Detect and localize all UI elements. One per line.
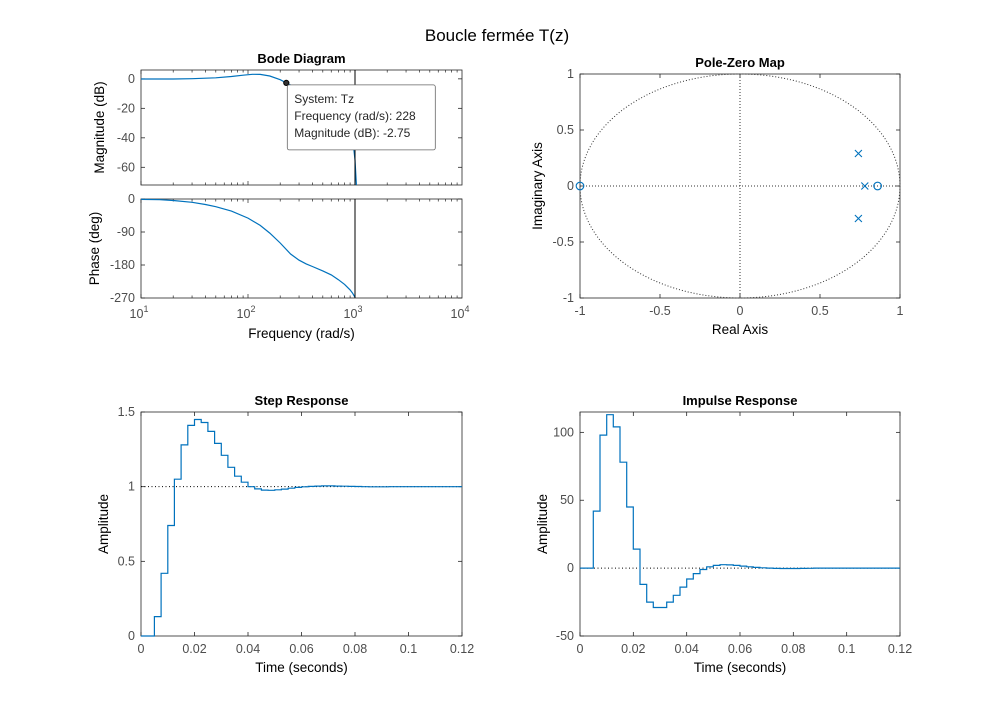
axes-title: Bode Diagram	[257, 51, 345, 66]
x-tick-label: 0.5	[811, 304, 828, 318]
x-tick-label: 0.1	[838, 642, 855, 656]
x-tick-exponent: 1	[143, 304, 148, 314]
x-axis-label: Time (seconds)	[694, 660, 787, 675]
x-tick-exponent: 2	[250, 304, 255, 314]
zero-marker	[575, 181, 585, 191]
y-axis-label: Magnitude (dB)	[92, 81, 107, 173]
x-axis-label: Real Axis	[712, 322, 769, 337]
y-tick-label: -20	[117, 101, 135, 115]
axes-box	[140, 411, 463, 637]
y-axis-label: Amplitude	[96, 494, 111, 554]
axes-title: Impulse Response	[683, 393, 798, 408]
y-tick-label: 50	[560, 493, 574, 507]
x-tick-label: -1	[574, 304, 585, 318]
datatip-line: System: Tz	[294, 92, 354, 106]
datatip-box	[286, 84, 436, 151]
bode-magnitude-axes: 0 -20 -40 -60 Bode Diagram Magnitude (dB) Syst…	[92, 51, 463, 186]
x-tick-exponent: 3	[357, 304, 362, 314]
y-tick-label: -0.5	[552, 235, 574, 249]
y-tick-label: 1	[567, 67, 574, 81]
y-tick-label: 0.5	[118, 554, 135, 568]
phase-series-line	[140, 198, 356, 298]
x-tick-label: 0.1	[400, 642, 417, 656]
y-tick-label: -1	[563, 291, 574, 305]
unit-circle	[579, 73, 901, 299]
pole-zero-axes: 1 0.5 0 -0.5 -1-1 -0.5 0 0.5 1 Pole-Zero Map Real …	[530, 55, 904, 337]
x-tick-label: 0	[577, 642, 584, 656]
y-axis-label: Amplitude	[535, 494, 550, 554]
axes-title: Pole-Zero Map	[695, 55, 785, 70]
stairs-series-line	[580, 414, 900, 609]
datatip-line: Frequency (rad/s): 228	[294, 109, 416, 123]
y-tick-label: 1.5	[118, 405, 135, 419]
y-tick-label: -40	[117, 131, 135, 145]
zero-marker	[873, 181, 882, 191]
x-tick-label: 0.06	[289, 642, 313, 656]
axes-title: Step Response	[255, 393, 349, 408]
pole-marker	[854, 214, 863, 223]
figure-title: Boucle fermée T(z)	[425, 26, 569, 45]
x-tick-label: 0.04	[674, 642, 698, 656]
x-axis-label: Frequency (rad/s)	[248, 326, 355, 341]
x-tick-label: 0	[737, 304, 744, 318]
x-tick-label: 0	[138, 642, 145, 656]
datatip-line: Magnitude (dB): -2.75	[294, 126, 410, 140]
x-tick-label: 101	[130, 304, 149, 321]
y-tick-label: -90	[117, 225, 135, 239]
step-response-axes: 0 0.5 1 1.5 0 0.02 0.04 0.06 0.08 0.1 0.12 Step Res…	[96, 393, 474, 675]
y-tick-label: 1	[128, 480, 135, 494]
y-tick-label: 0	[567, 179, 574, 193]
x-tick-label: 0.12	[450, 642, 474, 656]
y-tick-label: 0.5	[557, 123, 574, 137]
y-tick-label: 0	[128, 192, 135, 206]
y-tick-label: 0	[128, 629, 135, 643]
x-tick-label: 0.04	[236, 642, 260, 656]
x-axis-label: Time (seconds)	[255, 660, 348, 675]
pole-marker	[854, 149, 863, 158]
x-tick-label: 0.02	[621, 642, 645, 656]
x-tick-label: 103	[344, 304, 363, 321]
axes-box	[140, 198, 463, 299]
datatip-marker	[283, 79, 290, 87]
x-tick-exponent: 4	[464, 304, 469, 314]
stairs-series-line	[141, 418, 462, 637]
x-tick-label: -0.5	[649, 304, 671, 318]
y-tick-label: -270	[110, 291, 135, 305]
x-tick-label: 0.08	[343, 642, 367, 656]
x-tick-label: 0.02	[182, 642, 206, 656]
y-axis-label: Phase (deg)	[87, 212, 102, 286]
y-tick-label: -180	[110, 258, 135, 272]
x-tick-label: 0.06	[728, 642, 752, 656]
x-tick-label: 104	[451, 304, 470, 321]
x-tick-label: 0.08	[781, 642, 805, 656]
y-tick-label: -60	[117, 160, 135, 174]
x-tick-label: 102	[237, 304, 256, 321]
y-tick-label: 0	[128, 72, 135, 86]
axes-box	[579, 411, 901, 637]
x-tick-label: 1	[897, 304, 904, 318]
y-tick-label: 100	[553, 425, 574, 439]
x-tick-label: 0.12	[888, 642, 912, 656]
y-tick-label: -50	[556, 629, 574, 643]
y-axis-label: Imaginary Axis	[530, 142, 545, 230]
pole-marker	[860, 182, 869, 190]
y-tick-label: 0	[567, 561, 574, 575]
